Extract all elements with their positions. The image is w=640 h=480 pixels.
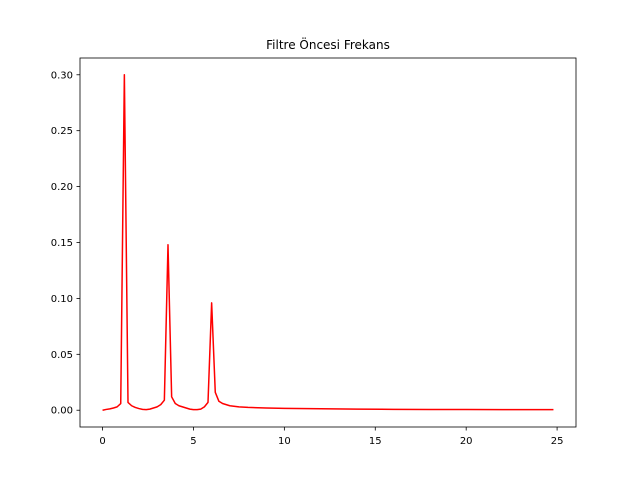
x-tick-label: 15 <box>369 436 382 447</box>
chart-title: Filtre Öncesi Frekans <box>266 36 390 52</box>
y-tick-label: 0.30 <box>51 70 73 81</box>
x-tick-label: 5 <box>190 436 196 447</box>
y-tick-label: 0.00 <box>51 406 73 417</box>
series-line-0 <box>102 74 554 411</box>
y-tick-label: 0.15 <box>51 238 73 249</box>
plot-area <box>102 74 554 411</box>
axes: 0 5 10 15 20 25 0.00 0.05 0.10 0.15 0.20 0.25 0.30 <box>51 57 577 447</box>
x-tick-label: 25 <box>551 436 564 447</box>
y-tick-label: 0.25 <box>51 126 73 137</box>
y-tick-label: 0.10 <box>51 294 73 305</box>
x-tick-label: 10 <box>278 436 291 447</box>
y-tick-label: 0.05 <box>51 350 73 361</box>
x-tick-label: 20 <box>460 436 473 447</box>
x-tick-label: 0 <box>99 436 105 447</box>
y-tick-label: 0.20 <box>51 182 73 193</box>
